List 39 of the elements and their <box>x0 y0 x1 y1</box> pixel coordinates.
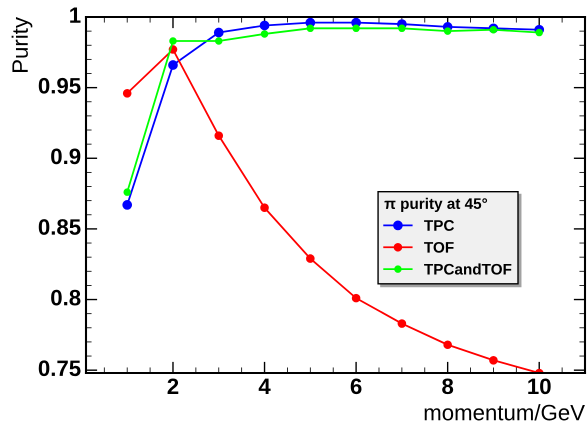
point <box>260 30 268 38</box>
point <box>306 254 315 263</box>
x-tick-label: 4 <box>258 378 271 394</box>
x-axis-title: momentum/GeV <box>424 404 585 420</box>
legend-label: TPCandTOF <box>424 263 512 275</box>
y-tick-label: 1 <box>70 7 81 23</box>
legend-label: TOF <box>424 242 454 253</box>
point <box>122 88 132 98</box>
point <box>489 356 498 365</box>
legend-label: TPC <box>424 220 454 231</box>
point <box>168 60 178 70</box>
y-tick-label: 0.9 <box>51 148 80 164</box>
point <box>169 37 177 45</box>
point <box>306 24 314 32</box>
y-tick-label: 0.8 <box>51 290 80 306</box>
point <box>123 188 131 196</box>
x-tick-label: 8 <box>442 378 454 394</box>
x-tick-label: 6 <box>350 378 362 394</box>
point <box>398 24 406 32</box>
point <box>122 200 132 210</box>
legend-title: π purity at 45° <box>384 198 488 212</box>
point <box>352 294 360 302</box>
point <box>535 28 543 36</box>
point <box>215 37 223 45</box>
y-axis-title: Purity <box>12 17 32 72</box>
y-tick-label: 0.75 <box>38 360 81 376</box>
point <box>214 28 224 38</box>
y-tick-label: 0.95 <box>38 78 81 94</box>
point <box>260 203 269 212</box>
point <box>352 24 360 32</box>
x-tick-label: 2 <box>168 378 178 394</box>
point <box>398 319 406 328</box>
x-tick-label: 10 <box>528 378 551 394</box>
point <box>490 26 498 34</box>
point <box>214 131 224 140</box>
y-tick-label: 0.85 <box>38 219 81 235</box>
point <box>444 27 452 35</box>
point <box>260 20 270 30</box>
point <box>443 340 452 350</box>
